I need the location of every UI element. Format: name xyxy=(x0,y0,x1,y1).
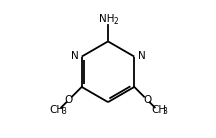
Text: 3: 3 xyxy=(62,108,67,116)
Text: 3: 3 xyxy=(163,108,168,116)
Text: N: N xyxy=(70,51,78,61)
Text: N: N xyxy=(138,51,146,61)
Text: CH: CH xyxy=(49,105,64,115)
Text: 2: 2 xyxy=(113,17,118,26)
Text: CH: CH xyxy=(151,105,167,115)
Text: O: O xyxy=(143,95,152,105)
Text: O: O xyxy=(64,95,73,105)
Text: NH: NH xyxy=(99,14,114,24)
